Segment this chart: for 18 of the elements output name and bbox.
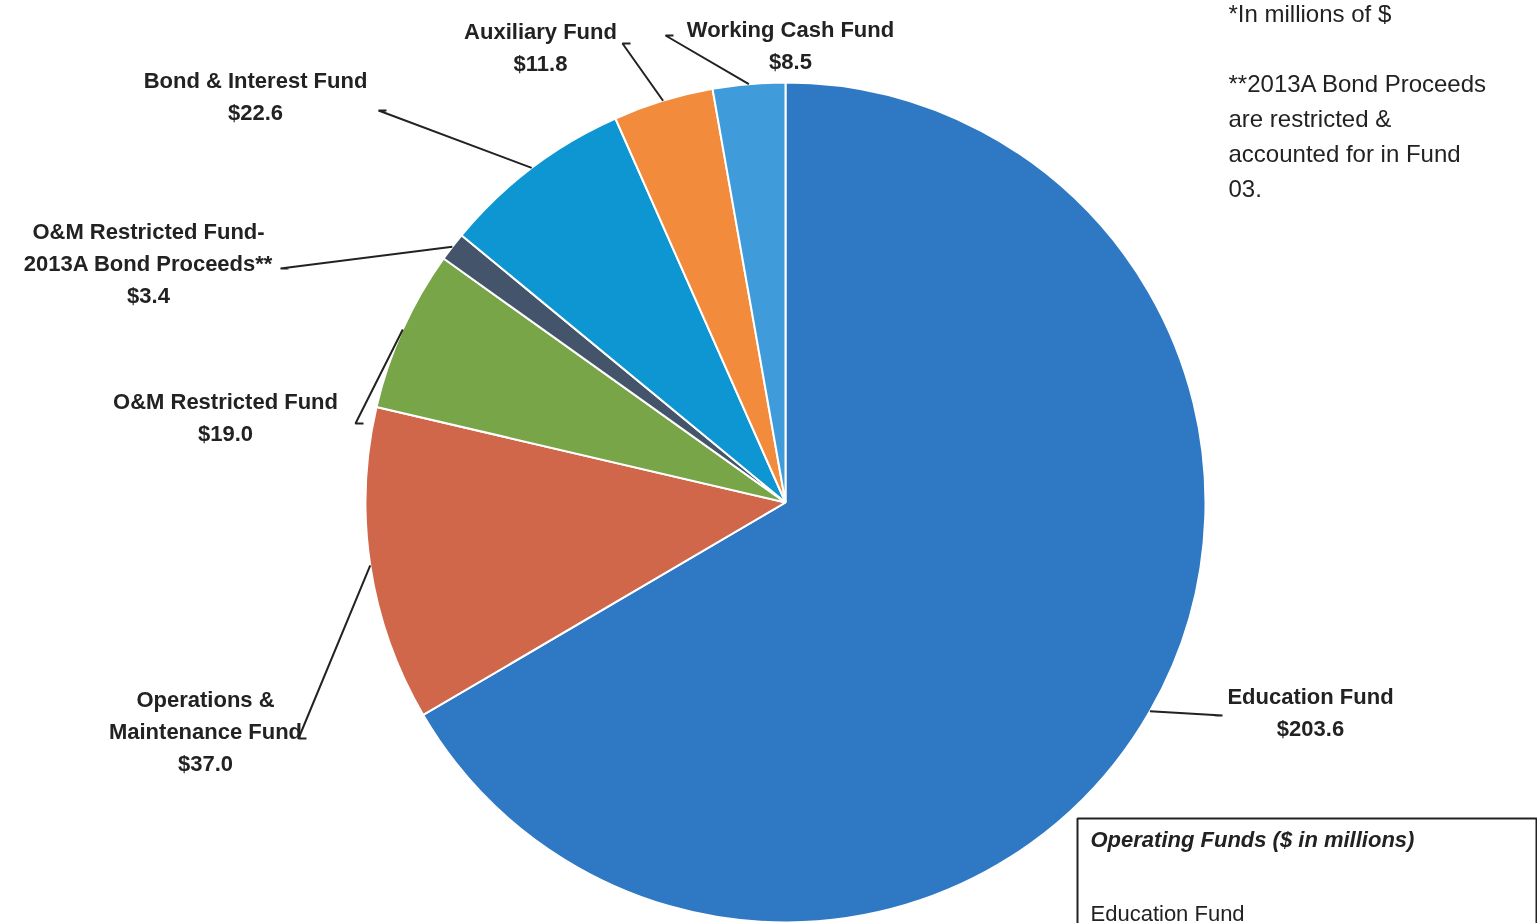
data-label: $8.5 [769,49,812,74]
slice-label: Education Fund [1227,684,1394,709]
text: *In millions of $ [1228,0,1392,27]
text: **2013A Bond Proceeds are restricted & accounted for in Fund 03. [1228,70,1487,202]
data-label: $3.4 [127,283,171,308]
data-label: $11.8 [513,51,568,76]
slice-label: Bond & Interest Fund [143,68,368,93]
slice-label: Education Fund [1090,901,1245,923]
data-label: $22.6 [227,100,284,125]
data-label: $19.0 [197,421,254,446]
data-label: $37.0 [177,751,234,776]
slice-label: O&M Restricted Fund- 2013A Bond Proceeds** [23,219,273,276]
text: Operating Funds ($ in millions) [1090,827,1415,852]
slice-label: O&M Restricted Fund [113,389,338,414]
slice-label: Auxiliary Fund [464,19,617,44]
slice-label: Working Cash Fund [686,17,895,42]
slice-label: Operations & Maintenance Fund [108,687,303,744]
data-label: $203.6 [1276,716,1345,741]
